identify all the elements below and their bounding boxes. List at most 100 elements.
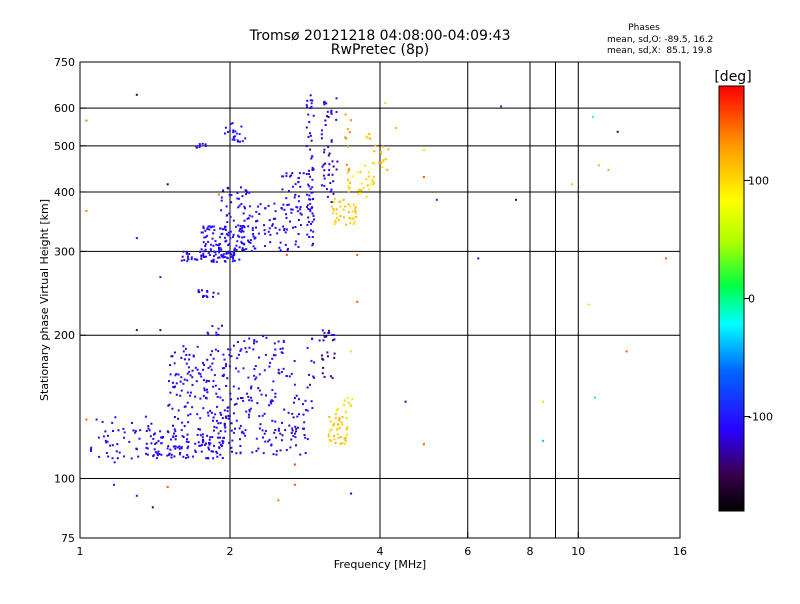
data-point	[204, 443, 206, 446]
y-tick-label: 500	[54, 140, 75, 153]
data-point	[625, 350, 628, 353]
data-point	[256, 219, 259, 222]
data-point	[274, 354, 277, 357]
data-point	[328, 429, 331, 432]
data-point	[102, 435, 105, 438]
data-point	[200, 450, 203, 453]
data-point	[259, 203, 262, 206]
data-point	[221, 228, 224, 231]
data-point	[137, 455, 140, 458]
data-point	[333, 422, 336, 425]
data-point	[170, 438, 172, 441]
data-point	[89, 448, 92, 451]
data-point	[213, 374, 216, 377]
data-point	[206, 411, 209, 414]
data-point	[104, 439, 107, 442]
data-point	[237, 370, 240, 373]
data-point	[195, 258, 198, 261]
data-point	[333, 334, 336, 336]
data-point	[106, 440, 109, 443]
data-point	[241, 226, 244, 229]
data-point	[194, 395, 197, 398]
data-point	[347, 185, 350, 188]
data-point	[224, 430, 227, 433]
data-point	[184, 405, 187, 408]
data-point	[216, 395, 219, 398]
data-point	[156, 454, 159, 457]
data-point	[239, 397, 242, 399]
data-point	[309, 198, 311, 201]
data-point	[172, 445, 175, 448]
data-point	[196, 345, 199, 348]
data-point	[341, 442, 344, 445]
data-point	[344, 205, 347, 208]
data-point	[331, 160, 334, 163]
data-point	[191, 383, 194, 386]
data-point	[205, 379, 208, 382]
data-point	[329, 420, 332, 423]
data-point	[282, 339, 285, 342]
data-point	[135, 93, 138, 96]
data-point	[180, 389, 183, 392]
data-point	[264, 232, 266, 235]
data-point	[270, 402, 273, 405]
data-point	[189, 413, 192, 416]
data-point	[333, 338, 336, 341]
data-point	[361, 182, 364, 185]
data-point	[242, 230, 245, 233]
data-point	[328, 152, 331, 155]
data-point	[264, 430, 267, 432]
chart-title: Tromsø 20121218 04:08:00-04:09:43	[249, 28, 511, 44]
data-point	[274, 348, 277, 351]
data-point	[154, 451, 157, 454]
data-point	[280, 207, 283, 210]
data-point	[346, 396, 349, 399]
data-point	[172, 381, 174, 384]
data-point	[241, 397, 244, 399]
data-point	[130, 457, 133, 460]
data-point	[223, 260, 226, 263]
data-point	[207, 240, 210, 243]
data-point	[215, 419, 218, 422]
data-point	[591, 115, 594, 118]
data-point	[344, 113, 347, 116]
data-point	[355, 215, 358, 218]
data-point	[178, 445, 181, 448]
data-point	[242, 225, 245, 228]
data-point	[268, 365, 271, 368]
data-point	[293, 483, 296, 486]
data-point	[248, 409, 251, 412]
data-point	[233, 247, 236, 250]
data-point	[220, 196, 223, 199]
data-point	[194, 449, 197, 452]
data-point	[212, 244, 215, 247]
data-point	[299, 224, 302, 227]
data-point	[211, 436, 214, 439]
data-point	[327, 116, 330, 118]
data-point	[172, 435, 175, 438]
data-point	[277, 499, 280, 502]
data-point	[333, 197, 336, 200]
data-point	[210, 450, 213, 453]
data-point	[249, 239, 252, 242]
data-point	[180, 376, 183, 379]
data-point	[351, 398, 354, 401]
data-point	[226, 377, 229, 380]
data-point	[180, 259, 183, 262]
data-point	[188, 253, 191, 255]
data-point	[308, 236, 311, 238]
data-point	[248, 410, 251, 413]
data-point	[331, 334, 334, 336]
data-point	[308, 121, 311, 124]
data-point	[290, 208, 293, 211]
data-point	[180, 429, 183, 432]
data-point	[252, 245, 255, 248]
data-point	[171, 355, 174, 358]
data-point	[211, 325, 214, 328]
data-point	[187, 441, 190, 443]
data-point	[320, 133, 323, 136]
data-point	[168, 380, 170, 383]
data-point	[332, 180, 335, 183]
data-point	[207, 446, 210, 449]
data-point	[245, 193, 248, 196]
